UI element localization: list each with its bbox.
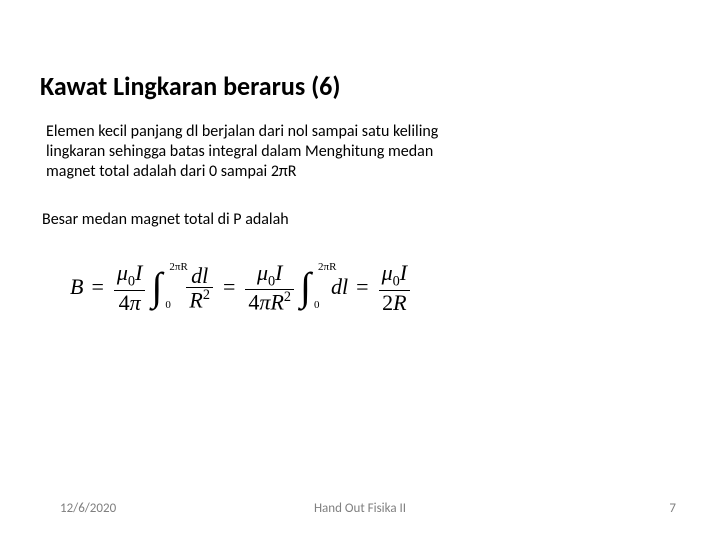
eq-term2-integral: ∫ 2πR 0 <box>300 267 311 307</box>
int2-lower: 0 <box>314 299 320 311</box>
equation-body: B = μ0I 4π ∫ 2πR 0 dl R2 = μ0I <box>70 261 680 314</box>
slide-title: Kawat Lingkaran berarus (6) <box>40 70 680 102</box>
eq-term3: μ0I 2R <box>379 261 411 313</box>
eq-lhs: B <box>70 274 83 300</box>
eq-term1-integral: ∫ 2πR 0 <box>151 267 162 307</box>
eq-term2-coef: μ0I 4πR2 <box>245 261 294 314</box>
slide: Kawat Lingkaran berarus (6) Elemen kecil… <box>0 0 720 540</box>
paragraph-1: Elemen kecil panjang dl berjalan dari no… <box>46 122 476 182</box>
eq-equals-2: = <box>223 274 235 300</box>
eq-equals-1: = <box>91 274 103 300</box>
eq-equals-3: = <box>356 274 368 300</box>
int1-lower: 0 <box>165 299 171 311</box>
footer-date: 12/6/2020 <box>60 501 116 516</box>
eq-term1-frac: dl R2 <box>186 264 213 312</box>
paragraph-2: Besar medan magnet total di P adalah <box>42 210 680 229</box>
footer-page-number: 7 <box>669 501 676 516</box>
eq-term2-integrand: dl <box>331 274 348 300</box>
slide-footer: 12/6/2020 Hand Out Fisika II 7 <box>0 501 720 516</box>
footer-title: Hand Out Fisika II <box>314 501 406 516</box>
eq-term1-coef: μ0I 4π <box>114 261 146 313</box>
equation: B = μ0I 4π ∫ 2πR 0 dl R2 = μ0I <box>70 261 680 314</box>
